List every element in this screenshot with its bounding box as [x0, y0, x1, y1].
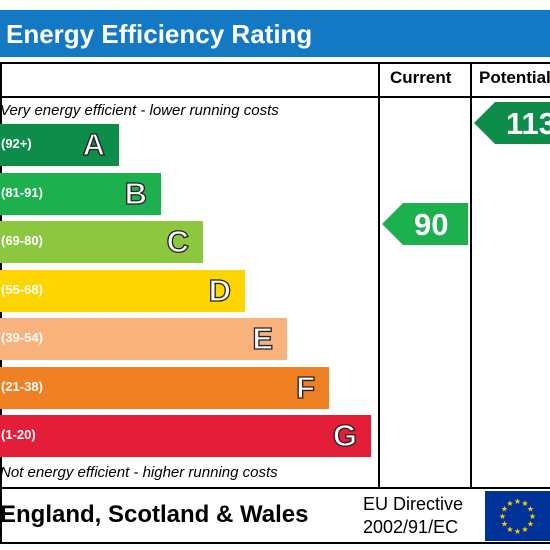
band-range-label: (69-80) — [1, 233, 43, 248]
band-letter: G — [332, 417, 357, 453]
svg-text:★: ★ — [506, 525, 513, 534]
band-a: (92+) A — [0, 124, 119, 166]
band-c: (69-80) C — [0, 221, 203, 263]
band-letter: B — [124, 175, 148, 211]
band-range-label: (92+) — [1, 136, 32, 151]
svg-text:★: ★ — [521, 525, 528, 534]
band-g: (1-20) G — [0, 415, 371, 457]
potential-rating-arrow: 113 — [474, 102, 550, 144]
title-bar: Energy Efficiency Rating — [0, 10, 550, 57]
band-range-label: (1-20) — [1, 427, 36, 442]
svg-text:★: ★ — [514, 497, 521, 506]
header-row-divider — [0, 96, 550, 98]
potential-column-header: Potential — [479, 68, 550, 87]
band-f: (21-38) F — [0, 367, 329, 409]
band-range-label: (55-68) — [1, 282, 43, 297]
svg-text:★: ★ — [506, 499, 513, 508]
svg-text:★: ★ — [521, 499, 528, 508]
current-rating-arrow: 90 — [382, 203, 468, 245]
eu-flag-icon: ★ ★ ★ ★ ★ ★ ★ ★ ★ ★ ★ ★ — [485, 491, 550, 541]
svg-text:★: ★ — [514, 527, 521, 536]
inefficient-note: Not energy efficient - higher running co… — [0, 464, 278, 481]
eu-directive-label: EU Directive — [363, 494, 464, 514]
svg-text:★: ★ — [501, 505, 508, 514]
band-range-label: (81-91) — [1, 185, 43, 200]
band-b: (81-91) B — [0, 173, 161, 215]
svg-text:★: ★ — [527, 505, 534, 514]
potential-column-divider — [470, 62, 472, 488]
svg-text:★: ★ — [501, 520, 508, 529]
band-d: (55-68) D — [0, 270, 245, 312]
svg-text:★: ★ — [527, 520, 534, 529]
band-range-label: (39-54) — [1, 330, 43, 345]
band-letter: E — [252, 320, 274, 356]
band-e: (39-54) E — [0, 318, 287, 360]
band-letter: A — [82, 126, 106, 162]
svg-text:★: ★ — [499, 512, 506, 521]
footer-divider — [0, 487, 550, 489]
potential-rating-arrow-value: 113 — [506, 106, 550, 141]
eu-directive-number: 2002/91/EC — [363, 517, 459, 537]
band-letter: C — [166, 223, 190, 259]
svg-text:★: ★ — [529, 512, 536, 521]
band-range-label: (21-38) — [1, 379, 43, 394]
band-letter: F — [295, 369, 315, 405]
country-label: England, Scotland & Wales — [0, 501, 309, 528]
efficient-note: Very energy efficient - lower running co… — [0, 102, 279, 119]
chart-title: Energy Efficiency Rating — [6, 19, 313, 49]
current-rating-arrow-value: 90 — [414, 207, 449, 242]
current-column-header: Current — [390, 68, 452, 87]
current-column-divider — [378, 62, 380, 488]
band-letter: D — [208, 272, 232, 308]
